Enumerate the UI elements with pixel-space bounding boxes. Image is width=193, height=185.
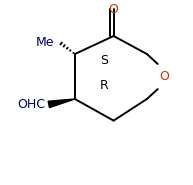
Text: S: S: [101, 54, 109, 67]
Text: R: R: [100, 79, 109, 92]
Text: O: O: [159, 70, 169, 83]
Text: Me: Me: [36, 36, 54, 49]
Polygon shape: [48, 99, 75, 108]
Text: OHC: OHC: [17, 98, 45, 111]
Text: O: O: [109, 3, 119, 16]
